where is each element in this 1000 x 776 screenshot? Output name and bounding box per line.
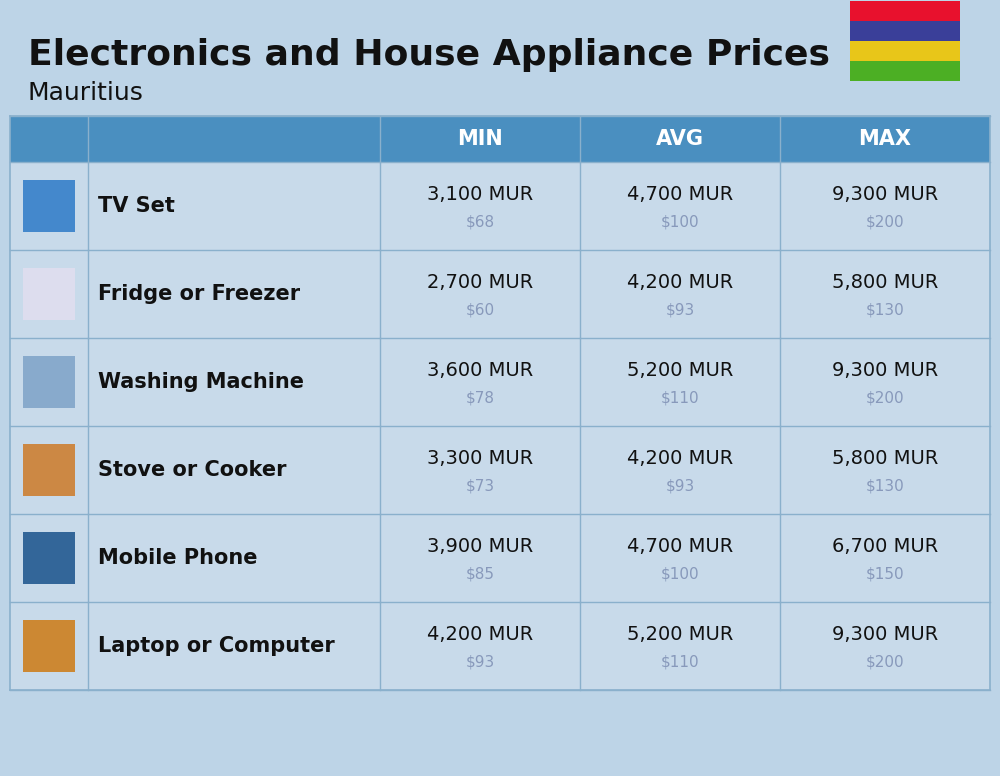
Text: $73: $73 — [465, 479, 495, 494]
Text: 5,200 MUR: 5,200 MUR — [627, 362, 733, 380]
Text: 3,600 MUR: 3,600 MUR — [427, 362, 533, 380]
FancyBboxPatch shape — [10, 162, 990, 250]
Text: 4,200 MUR: 4,200 MUR — [427, 625, 533, 645]
Text: 4,200 MUR: 4,200 MUR — [627, 273, 733, 293]
Text: $93: $93 — [465, 654, 495, 670]
FancyBboxPatch shape — [10, 602, 990, 690]
Text: 3,300 MUR: 3,300 MUR — [427, 449, 533, 469]
Text: 5,800 MUR: 5,800 MUR — [832, 273, 938, 293]
Text: $60: $60 — [465, 303, 495, 317]
FancyBboxPatch shape — [23, 356, 75, 408]
Text: Electronics and House Appliance Prices: Electronics and House Appliance Prices — [28, 38, 830, 72]
Text: 3,100 MUR: 3,100 MUR — [427, 185, 533, 205]
Text: $200: $200 — [866, 214, 904, 230]
Text: 3,900 MUR: 3,900 MUR — [427, 538, 533, 556]
FancyBboxPatch shape — [10, 116, 990, 162]
Text: 4,700 MUR: 4,700 MUR — [627, 538, 733, 556]
FancyBboxPatch shape — [23, 532, 75, 584]
Text: $130: $130 — [866, 303, 904, 317]
FancyBboxPatch shape — [10, 514, 990, 602]
FancyBboxPatch shape — [23, 620, 75, 672]
Text: $78: $78 — [466, 390, 494, 406]
Text: $130: $130 — [866, 479, 904, 494]
FancyBboxPatch shape — [23, 444, 75, 496]
Text: Laptop or Computer: Laptop or Computer — [98, 636, 335, 656]
Text: $150: $150 — [866, 566, 904, 581]
Text: 4,200 MUR: 4,200 MUR — [627, 449, 733, 469]
FancyBboxPatch shape — [10, 250, 990, 338]
Text: $100: $100 — [661, 214, 699, 230]
Text: Stove or Cooker: Stove or Cooker — [98, 460, 287, 480]
Text: 9,300 MUR: 9,300 MUR — [832, 362, 938, 380]
Text: 2,700 MUR: 2,700 MUR — [427, 273, 533, 293]
Text: 4,700 MUR: 4,700 MUR — [627, 185, 733, 205]
FancyBboxPatch shape — [23, 268, 75, 320]
FancyBboxPatch shape — [10, 426, 990, 514]
FancyBboxPatch shape — [850, 1, 960, 21]
FancyBboxPatch shape — [850, 21, 960, 41]
Text: Fridge or Freezer: Fridge or Freezer — [98, 284, 300, 304]
Text: Mobile Phone: Mobile Phone — [98, 548, 258, 568]
Text: $85: $85 — [466, 566, 494, 581]
Text: $200: $200 — [866, 390, 904, 406]
Text: Mauritius: Mauritius — [28, 81, 144, 105]
Text: $93: $93 — [665, 303, 695, 317]
Text: AVG: AVG — [656, 129, 704, 149]
Text: $110: $110 — [661, 654, 699, 670]
Text: $93: $93 — [665, 479, 695, 494]
Text: MAX: MAX — [858, 129, 912, 149]
Text: $200: $200 — [866, 654, 904, 670]
Text: TV Set: TV Set — [98, 196, 175, 216]
FancyBboxPatch shape — [850, 41, 960, 61]
Text: 6,700 MUR: 6,700 MUR — [832, 538, 938, 556]
Text: 9,300 MUR: 9,300 MUR — [832, 185, 938, 205]
Text: 5,200 MUR: 5,200 MUR — [627, 625, 733, 645]
Text: $68: $68 — [465, 214, 495, 230]
FancyBboxPatch shape — [23, 180, 75, 232]
Text: $100: $100 — [661, 566, 699, 581]
Text: Washing Machine: Washing Machine — [98, 372, 304, 392]
FancyBboxPatch shape — [850, 61, 960, 81]
Text: $110: $110 — [661, 390, 699, 406]
FancyBboxPatch shape — [10, 338, 990, 426]
Text: MIN: MIN — [457, 129, 503, 149]
Text: 5,800 MUR: 5,800 MUR — [832, 449, 938, 469]
Text: 9,300 MUR: 9,300 MUR — [832, 625, 938, 645]
